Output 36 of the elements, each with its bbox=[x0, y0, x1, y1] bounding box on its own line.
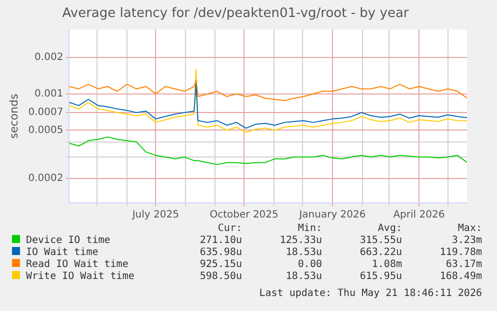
text: 18.53u bbox=[284, 246, 322, 258]
text: 925.15u bbox=[198, 258, 242, 270]
text: 119.78m bbox=[438, 246, 482, 258]
chart-title: Average latency for /dev/peakten01-vg/root - by year bbox=[62, 6, 410, 22]
text: 315.55u bbox=[358, 234, 402, 246]
legend-label: IO Wait time bbox=[26, 246, 98, 258]
legend-label: Read IO Wait time bbox=[26, 258, 128, 270]
y-tick-label: 0.001 bbox=[34, 88, 64, 100]
x-tick-label: October 2025 bbox=[210, 210, 278, 221]
text: 0.00 bbox=[296, 258, 322, 270]
text: Max: bbox=[456, 222, 482, 234]
text: Cur: bbox=[216, 222, 242, 234]
y-axis-title: seconds bbox=[7, 94, 20, 139]
text: 635.98u bbox=[198, 246, 242, 258]
text: Min: bbox=[296, 222, 322, 234]
text: 168.49m bbox=[438, 270, 482, 282]
legend-label: Write IO Wait time bbox=[26, 270, 134, 282]
x-tick-label: January 2026 bbox=[298, 210, 366, 221]
legend-label: Device IO time bbox=[26, 234, 110, 246]
text: 18.53u bbox=[284, 270, 322, 282]
text: 663.22u bbox=[358, 246, 402, 258]
text: 63.17m bbox=[444, 258, 482, 270]
y-tick-label: 0.0007 bbox=[28, 107, 64, 118]
y-tick-label: 0.0002 bbox=[28, 172, 64, 184]
x-tick-label: April 2026 bbox=[393, 210, 445, 221]
y-tick-label: 0.0005 bbox=[28, 124, 64, 136]
text: 615.95u bbox=[358, 270, 402, 282]
text: 598.50u bbox=[198, 270, 242, 282]
text: Last update: Thu May 21 18:46:11 2026 bbox=[259, 288, 482, 299]
y-tick-label: 0.002 bbox=[34, 52, 64, 64]
text: 125.33u bbox=[278, 234, 322, 246]
text: 271.10u bbox=[198, 234, 242, 246]
text: 3.23m bbox=[450, 234, 482, 246]
text: 1.08m bbox=[370, 258, 402, 270]
x-tick-label: July 2025 bbox=[131, 210, 179, 221]
text: Avg: bbox=[376, 222, 402, 234]
